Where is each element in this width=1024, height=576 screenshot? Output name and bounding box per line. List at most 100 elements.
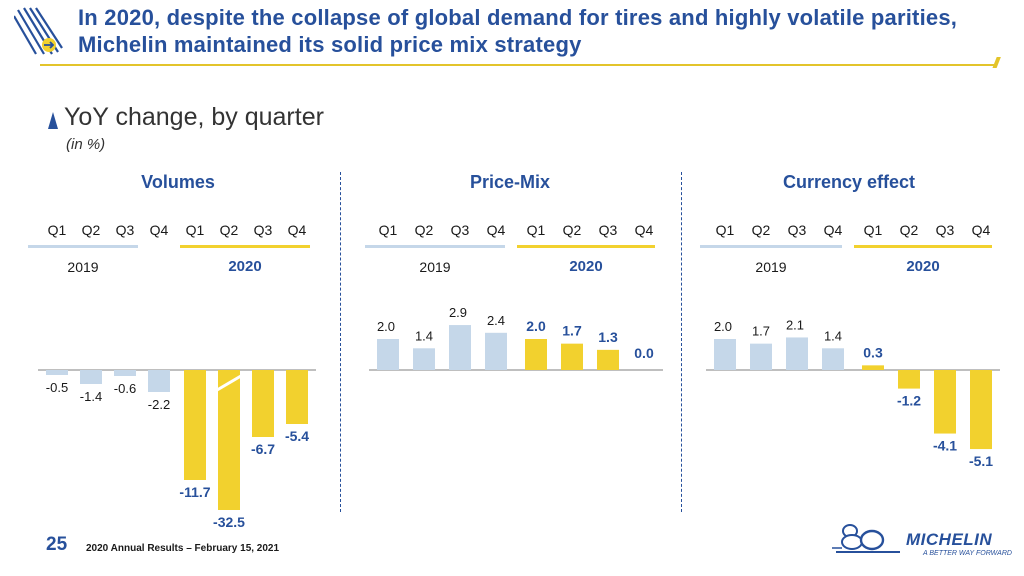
michelin-wordmark: MICHELIN — [906, 530, 993, 549]
currency-chart-title: Currency effect — [783, 172, 915, 192]
bar-2019-q4 — [485, 332, 507, 370]
value-label: 2.0 — [526, 318, 546, 334]
value-label: -6.7 — [251, 441, 275, 457]
quarter-label: Q4 — [635, 222, 654, 238]
footer-text: 2020 Annual Results – February 15, 2021 — [86, 543, 280, 554]
quarter-label: Q2 — [82, 222, 101, 238]
quarter-label: Q2 — [563, 222, 582, 238]
quarter-label: Q3 — [936, 222, 955, 238]
bar-2020-q3 — [934, 370, 956, 434]
quarter-label: Q4 — [288, 222, 307, 238]
quarter-label: Q4 — [824, 222, 843, 238]
michelin-stripe-logo-icon — [14, 7, 63, 55]
year-label-2020: 2020 — [569, 258, 602, 275]
quarter-label: Q1 — [379, 222, 398, 238]
value-label: 2.9 — [449, 305, 467, 320]
year-label-2020: 2020 — [228, 258, 261, 275]
year-rule-2019 — [365, 245, 505, 248]
quarter-label: Q4 — [150, 222, 169, 238]
year-label-2019: 2019 — [755, 259, 786, 275]
panel-divider-2 — [681, 172, 682, 512]
quarter-label: Q4 — [487, 222, 506, 238]
bar-2020-q1 — [525, 339, 547, 370]
bar-2019-q4 — [822, 348, 844, 370]
bar-2020-q3 — [252, 370, 274, 437]
bar-2019-q2 — [413, 348, 435, 370]
title-underline — [40, 64, 995, 66]
unit-note: (in %) — [66, 136, 106, 153]
value-label: 2.0 — [377, 319, 395, 334]
bar-2020-q3 — [597, 349, 619, 370]
brand-tagline: A BETTER WAY FORWARD — [923, 550, 1012, 557]
bar-2019-q1 — [714, 339, 736, 370]
quarter-label: Q1 — [186, 222, 205, 238]
price-mix-chart-title: Price-Mix — [470, 172, 550, 192]
axis-break-mark — [211, 371, 247, 395]
value-label: -0.6 — [114, 381, 136, 396]
bar-2020-q1 — [184, 370, 206, 480]
bar-2020-q1 — [862, 365, 884, 370]
year-rule-2019 — [28, 245, 138, 248]
bar-2020-q4 — [970, 370, 992, 450]
bar-2019-q1 — [46, 370, 68, 375]
bar-2019-q3 — [449, 325, 471, 370]
quarter-label: Q4 — [972, 222, 991, 238]
slash-decoration: /// — [993, 55, 999, 72]
year-label-2019: 2019 — [67, 259, 98, 275]
value-label: 1.3 — [598, 329, 618, 345]
panel-divider-1 — [340, 172, 341, 512]
value-label: -2.2 — [148, 397, 170, 412]
value-label: -32.5 — [213, 514, 245, 530]
bar-2019-q2 — [750, 343, 772, 370]
year-label-2019: 2019 — [419, 259, 450, 275]
bar-2019-q3 — [786, 337, 808, 370]
quarter-label: Q3 — [788, 222, 807, 238]
triangle-bullet-icon — [48, 112, 58, 129]
value-label: -5.1 — [969, 453, 993, 469]
year-rule-2019 — [700, 245, 842, 248]
bar-2020-q4 — [286, 370, 308, 424]
price-mix-chart: Price-Mix Q1 Q2 Q3 Q4 Q1 Q2 Q3 Q4 2019 2020 2.0 1.4 2… — [365, 172, 663, 371]
year-rule-2020 — [517, 245, 655, 248]
value-label: -0.5 — [46, 380, 68, 395]
bar-2019-q3 — [114, 370, 136, 376]
value-label: 0.0 — [634, 345, 654, 361]
quarter-label: Q2 — [415, 222, 434, 238]
bar-2019-q2 — [80, 370, 102, 384]
value-label: 2.4 — [487, 313, 505, 328]
quarter-label: Q3 — [599, 222, 618, 238]
value-label: 2.0 — [714, 319, 732, 334]
year-label-2020: 2020 — [906, 258, 939, 275]
quarter-label: Q2 — [220, 222, 239, 238]
bar-2019-q1 — [377, 339, 399, 370]
volumes-chart-title: Volumes — [141, 172, 215, 192]
slide-title: In 2020, despite the collapse of global … — [78, 5, 958, 57]
quarter-label: Q1 — [48, 222, 67, 238]
quarter-label: Q2 — [752, 222, 771, 238]
quarter-label: Q3 — [254, 222, 273, 238]
bar-2020-q2 — [218, 370, 240, 510]
bar-2020-q2 — [898, 370, 920, 389]
quarter-label: Q2 — [900, 222, 919, 238]
value-label: -5.4 — [285, 428, 309, 444]
bar-2020-q2 — [561, 343, 583, 370]
value-label: 1.4 — [415, 328, 433, 343]
quarter-label: Q1 — [864, 222, 883, 238]
value-label: 2.1 — [786, 317, 804, 332]
value-label: 1.7 — [562, 323, 582, 339]
value-label: -11.7 — [179, 484, 210, 500]
value-label: -4.1 — [933, 438, 957, 454]
year-rule-2020 — [180, 245, 310, 248]
value-label: 0.3 — [863, 344, 883, 360]
quarter-label: Q1 — [716, 222, 735, 238]
quarter-label: Q3 — [116, 222, 135, 238]
value-label: -1.4 — [80, 389, 102, 404]
bar-2019-q4 — [148, 370, 170, 392]
bibendum-logo-icon — [832, 524, 900, 553]
value-label: -1.2 — [897, 393, 921, 409]
currency-effect-chart: Currency effect Q1 Q2 Q3 Q4 Q1 Q2 Q3 Q4 2019 2020 2… — [700, 172, 1000, 469]
year-rule-2020 — [854, 245, 992, 248]
subtitle: YoY change, by quarter — [64, 103, 324, 131]
quarter-label: Q3 — [451, 222, 470, 238]
